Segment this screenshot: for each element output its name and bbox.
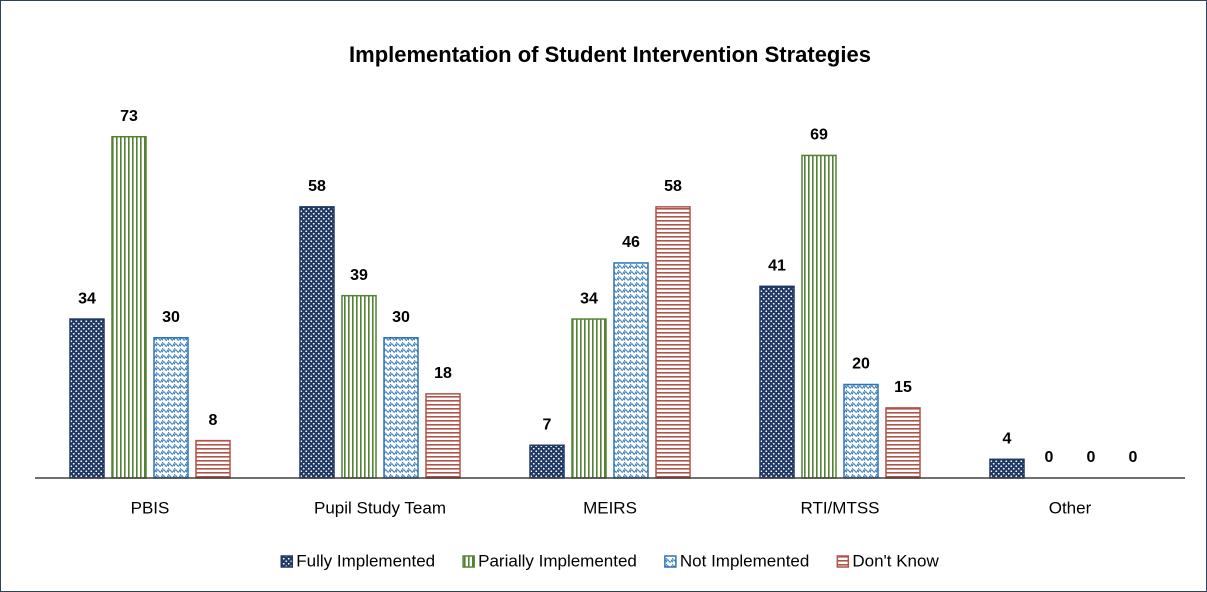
data-label: 46 — [622, 234, 640, 251]
legend-item: Not Implemented — [664, 551, 809, 570]
bar — [299, 206, 335, 479]
legend-swatch — [664, 555, 677, 568]
data-label: 20 — [852, 356, 870, 373]
data-label: 0 — [1087, 449, 1096, 466]
bar — [885, 407, 921, 479]
legend-swatch — [836, 555, 850, 568]
legend-swatch — [462, 555, 475, 568]
data-label: 7 — [543, 416, 552, 433]
data-label: 34 — [580, 290, 598, 307]
x-tick-label: MEIRS — [583, 498, 637, 517]
data-label: 18 — [434, 365, 452, 382]
bar — [989, 458, 1025, 479]
legend-swatch — [280, 555, 293, 568]
x-tick-label: Pupil Study Team — [314, 498, 446, 517]
data-label: 30 — [162, 309, 180, 326]
data-label: 34 — [78, 290, 96, 307]
chart-title: Implementation of Student Intervention S… — [349, 42, 871, 67]
bar — [425, 393, 461, 479]
data-label: 0 — [1045, 449, 1054, 466]
bar — [655, 206, 691, 479]
data-label: 30 — [392, 309, 410, 326]
legend-item: Don't Know — [836, 551, 939, 570]
data-label: 58 — [308, 178, 326, 195]
bar — [195, 439, 231, 479]
bar — [111, 135, 147, 479]
legend-label: Fully Implemented — [296, 551, 435, 570]
x-tick-label: Other — [1049, 498, 1092, 517]
data-label: 4 — [1003, 431, 1012, 448]
bar — [529, 444, 565, 479]
legend-item: Fully Implemented — [280, 551, 435, 570]
bar — [801, 154, 837, 479]
legend-item: Parially Implemented — [462, 551, 637, 570]
bar — [341, 294, 377, 479]
bar — [759, 285, 795, 479]
data-label: 73 — [120, 108, 138, 125]
legend-label: Not Implemented — [680, 551, 809, 570]
data-label: 69 — [810, 127, 828, 144]
bar — [613, 262, 649, 479]
legend-label: Don't Know — [852, 551, 939, 570]
data-label: 8 — [209, 412, 218, 429]
data-label: 58 — [664, 178, 682, 195]
data-label: 0 — [1129, 449, 1138, 466]
x-tick-label: RTI/MTSS — [800, 498, 879, 517]
bar — [153, 337, 189, 479]
data-label: 41 — [768, 258, 786, 275]
bar — [571, 318, 607, 479]
legend-label: Parially Implemented — [478, 551, 637, 570]
bar — [383, 337, 419, 479]
data-label: 39 — [350, 267, 368, 284]
data-label: 15 — [894, 379, 912, 396]
bar — [69, 318, 105, 479]
x-tick-label: PBIS — [131, 498, 170, 517]
bar — [843, 383, 879, 479]
